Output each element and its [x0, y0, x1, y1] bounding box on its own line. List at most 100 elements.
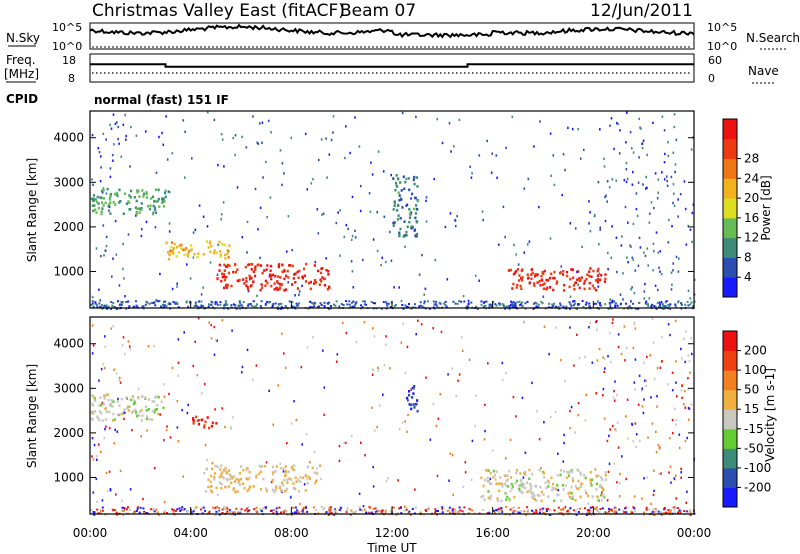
speckle-cell — [680, 476, 682, 479]
region-cell — [128, 194, 132, 198]
region-cell — [219, 250, 222, 253]
region-cell — [412, 392, 415, 395]
ground-scatter-cell — [689, 514, 692, 516]
region-cell — [247, 288, 250, 291]
ground-scatter-cell — [225, 302, 228, 305]
ground-scatter-cell — [262, 507, 265, 510]
ground-scatter-cell — [559, 304, 562, 307]
speckle-cell — [667, 141, 669, 144]
speckle-cell — [626, 111, 628, 114]
ground-scatter-cell — [294, 506, 297, 509]
region-cell — [298, 490, 301, 493]
speckle-cell — [232, 136, 235, 140]
region-cell — [220, 482, 223, 486]
region-cell — [207, 485, 210, 489]
ground-scatter-cell — [318, 305, 321, 308]
speckle-cell — [372, 485, 375, 488]
ground-scatter-cell — [364, 303, 366, 306]
speckle-cell — [281, 183, 283, 187]
ground-scatter-cell — [327, 513, 330, 516]
ground-scatter-cell — [229, 509, 231, 512]
ground-scatter-cell — [407, 306, 410, 309]
colorbar-swatch — [723, 198, 737, 219]
ground-scatter-cell — [351, 305, 354, 308]
speckle-cell — [617, 333, 620, 336]
region-cell — [313, 471, 316, 474]
ground-scatter-cell — [325, 511, 328, 514]
ground-scatter-cell — [516, 301, 519, 304]
region-cell — [511, 485, 514, 488]
ground-scatter-cell — [334, 508, 337, 511]
speckle-cell — [417, 319, 419, 322]
speckle-cell — [434, 259, 437, 262]
speckle-cell — [267, 119, 270, 123]
speckle-cell — [223, 165, 225, 168]
region-cell — [156, 404, 159, 407]
region-cell — [488, 482, 492, 485]
ground-scatter-cell — [550, 513, 553, 516]
region-cell — [273, 288, 276, 291]
ground-scatter-cell — [381, 509, 384, 512]
ground-scatter-cell — [500, 509, 503, 511]
speckle-cell — [100, 367, 103, 371]
speckle-cell — [368, 192, 371, 195]
region-cell — [220, 464, 223, 468]
ground-scatter-cell — [669, 511, 672, 514]
ground-scatter-cell — [568, 508, 571, 511]
speckle-cell — [619, 472, 621, 476]
speckle-cell — [633, 381, 636, 384]
colorbar-tick-label: 28 — [744, 152, 759, 166]
region-cell — [272, 465, 275, 469]
region-cell — [211, 467, 214, 471]
speckle-cell — [585, 492, 587, 495]
ground-scatter-cell — [253, 508, 256, 511]
region-cell — [234, 263, 237, 267]
speckle-cell — [270, 131, 272, 134]
ground-scatter-cell — [148, 302, 151, 305]
ground-scatter-cell — [631, 511, 634, 514]
region-cell — [141, 414, 144, 417]
region-cell — [277, 275, 280, 278]
region-cell — [225, 275, 228, 279]
speckle-cell — [577, 413, 579, 417]
speckle-cell — [330, 138, 333, 142]
speckle-cell — [615, 236, 618, 239]
region-cell — [599, 485, 602, 489]
speckle-cell — [653, 377, 656, 381]
speckle-cell — [111, 153, 114, 157]
ground-scatter-cell — [445, 305, 448, 308]
velocity-y-axis-label: Slant Range [km] — [25, 364, 39, 468]
colorbar-swatch — [723, 178, 737, 199]
speckle-cell — [633, 321, 636, 324]
speckle-cell — [611, 225, 613, 228]
region-cell — [549, 286, 552, 289]
ground-scatter-cell — [537, 303, 540, 306]
region-cell — [553, 487, 556, 490]
speckle-cell — [376, 211, 378, 214]
ground-scatter-cell — [319, 302, 322, 305]
region-cell — [571, 495, 574, 499]
region-cell — [520, 478, 523, 482]
region-cell — [273, 490, 276, 494]
speckle-cell — [502, 205, 505, 209]
speckle-cell — [122, 242, 124, 246]
region-cell — [284, 470, 287, 474]
ground-scatter-cell — [657, 510, 660, 513]
ground-scatter-cell — [511, 507, 514, 510]
ground-scatter-cell — [593, 302, 596, 305]
ground-scatter-cell — [187, 305, 190, 308]
speckle-cell — [436, 474, 439, 478]
region-cell — [497, 482, 500, 486]
region-cell — [102, 402, 105, 406]
speckle-cell — [673, 125, 676, 129]
ground-scatter-cell — [172, 510, 175, 513]
speckle-cell — [93, 443, 96, 447]
speckle-cell — [265, 461, 268, 464]
ground-scatter-cell — [500, 507, 503, 510]
ground-scatter-cell — [633, 509, 636, 512]
speckle-cell — [98, 288, 100, 291]
speckle-cell — [114, 219, 117, 223]
ground-scatter-cell — [651, 511, 654, 513]
region-cell — [314, 481, 317, 485]
region-cell — [410, 407, 413, 411]
